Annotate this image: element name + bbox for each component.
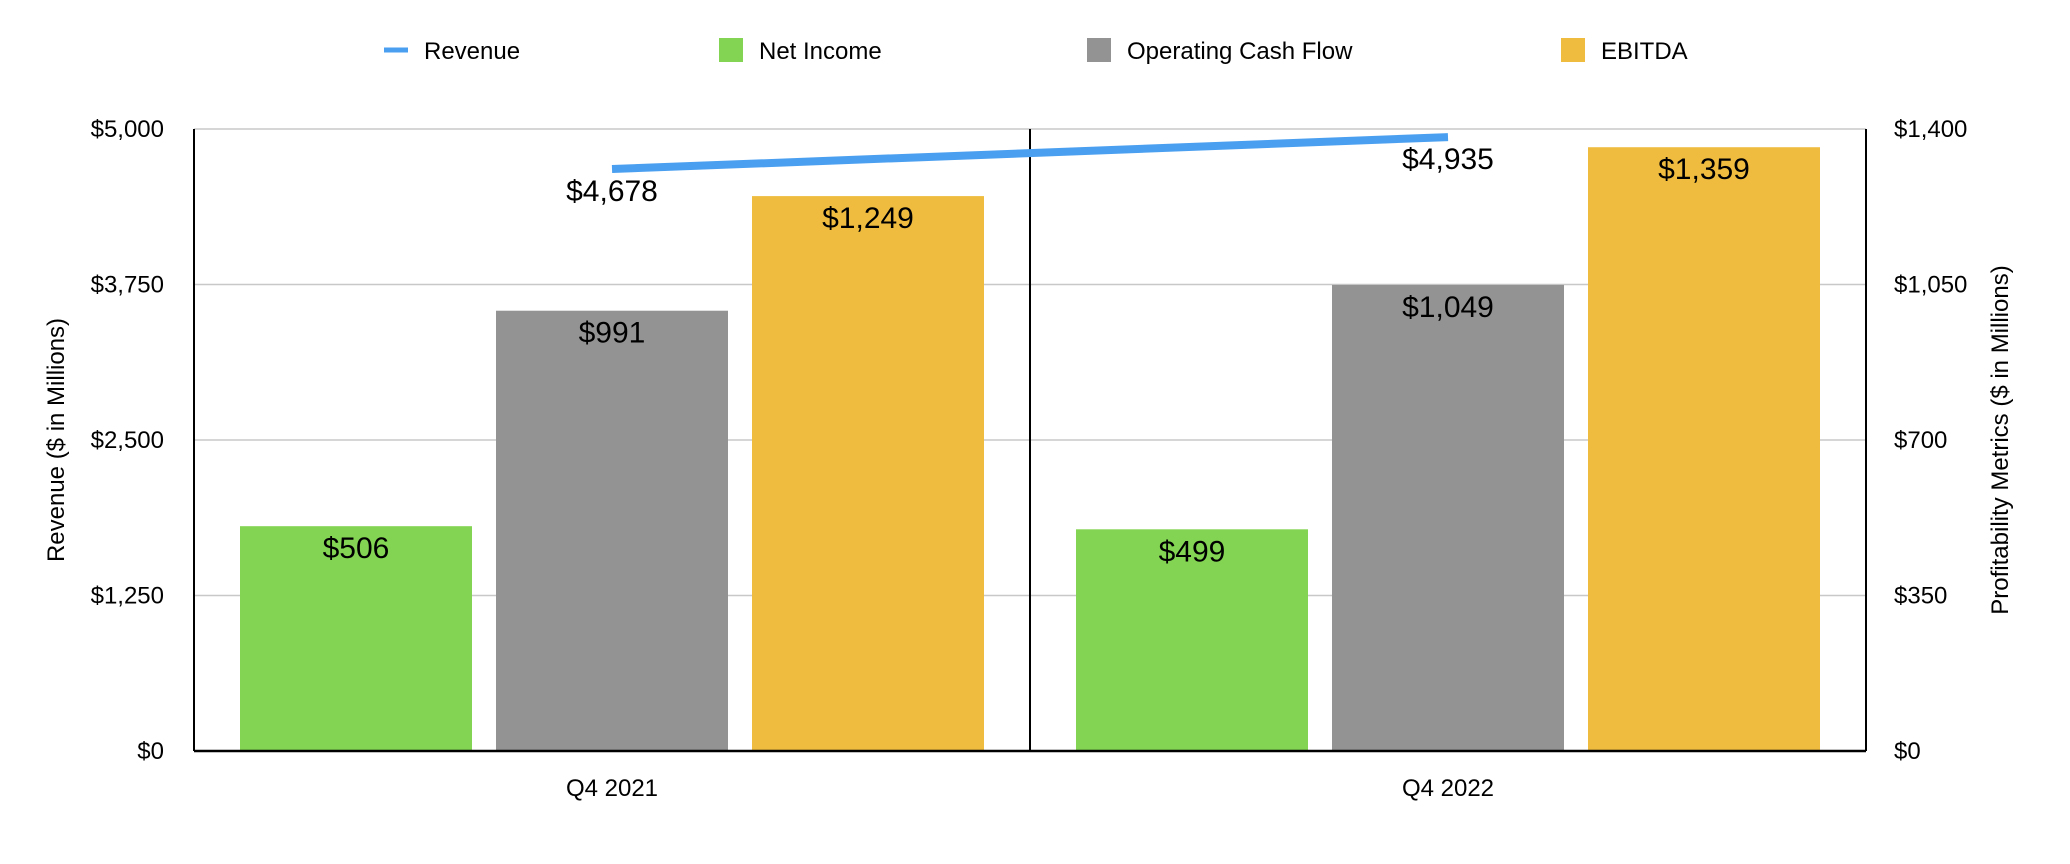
bar-data-label: $1,359 — [1658, 153, 1750, 186]
data-labels: $506 $499 $991 $1,049 $1,249 $1,359 $4,678 $4,9… — [323, 143, 1750, 568]
left-tick-label: $3,750 — [91, 272, 164, 299]
bar-data-label: $506 — [323, 532, 390, 565]
left-tick-label: $5,000 — [91, 116, 164, 143]
bar-data-label: $1,249 — [822, 202, 914, 235]
left-axis-title: Revenue ($ in Millions) — [43, 318, 70, 562]
line-data-label: $4,678 — [566, 175, 658, 208]
left-tick-label: $2,500 — [91, 427, 164, 454]
bar-ebitda — [1588, 147, 1820, 752]
line-data-label: $4,935 — [1402, 143, 1494, 176]
left-tick-label: $1,250 — [91, 583, 164, 610]
left-tick-label: $0 — [137, 738, 164, 765]
bar-operating-cash-flow — [496, 310, 728, 751]
legend-swatch — [719, 38, 743, 62]
right-tick-label: $0 — [1894, 738, 1921, 765]
legend-label: EBITDA — [1601, 38, 1688, 65]
bar-net-income — [1076, 529, 1308, 751]
axes: $0 $0 $1,250 $350 $2,500 $700 $3,750 $1,050 $5,0… — [91, 116, 1968, 802]
right-tick-label: $700 — [1894, 427, 1947, 454]
bar-net-income — [240, 526, 472, 751]
bar-ebitda — [752, 196, 984, 751]
legend-swatch — [1561, 38, 1585, 62]
bar-data-label: $499 — [1159, 535, 1226, 568]
legend-swatch — [1087, 38, 1111, 62]
revenue-line-series — [611, 133, 1449, 174]
bar-data-label: $991 — [579, 317, 646, 350]
bar-data-label: $1,049 — [1402, 291, 1494, 324]
revenue-line — [611, 133, 1449, 174]
legend-label: Revenue — [424, 38, 520, 65]
right-axis-title: Profitability Metrics ($ in Millions) — [1987, 265, 2014, 614]
x-tick-label: Q4 2021 — [566, 775, 658, 802]
right-tick-label: $1,050 — [1894, 272, 1967, 299]
x-tick-label: Q4 2022 — [1402, 775, 1494, 802]
right-tick-label: $1,400 — [1894, 116, 1967, 143]
bar-series — [240, 147, 1820, 752]
legend-label: Operating Cash Flow — [1127, 38, 1353, 65]
right-tick-label: $350 — [1894, 583, 1947, 610]
bar-operating-cash-flow — [1332, 284, 1564, 751]
legend: Revenue Net Income Operating Cash Flow EBIT… — [384, 38, 1688, 65]
legend-label: Net Income — [759, 38, 882, 65]
